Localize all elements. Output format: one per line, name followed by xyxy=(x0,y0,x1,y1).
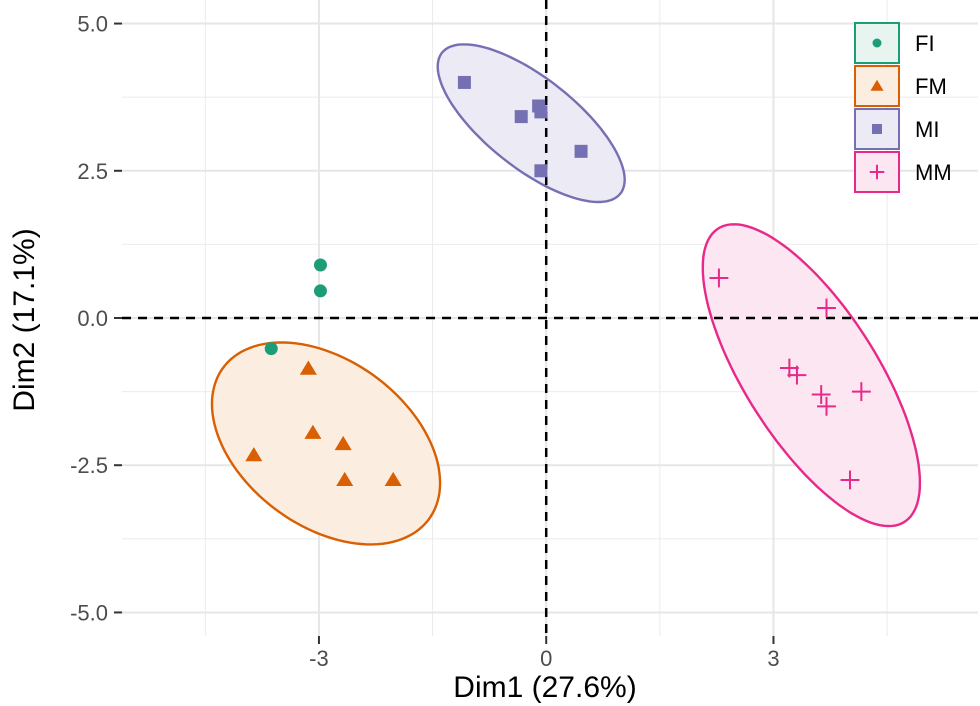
legend-marker-mm xyxy=(869,164,885,180)
point-mi xyxy=(514,110,528,124)
point-fm xyxy=(384,471,402,487)
x-tick-label: -3 xyxy=(309,646,329,671)
legend-marker-mi xyxy=(872,124,882,134)
y-tick-label: 5.0 xyxy=(77,12,108,37)
point-fm xyxy=(299,360,317,375)
legend-label-fi: FI xyxy=(915,31,935,56)
y-tick-label: 0.0 xyxy=(77,306,108,331)
point-mm xyxy=(840,470,860,490)
legend-label-mi: MI xyxy=(915,117,939,142)
point-mi xyxy=(534,164,548,178)
reference-lines xyxy=(122,0,978,636)
point-mm xyxy=(851,382,871,402)
x-axis-title: Dim1 (27.6%) xyxy=(453,671,636,704)
y-tick-label: 2.5 xyxy=(77,159,108,184)
y-tick-label: -5.0 xyxy=(70,600,108,625)
y-axis-title: Dim2 (17.1%) xyxy=(8,228,41,411)
x-tick-label: 0 xyxy=(540,646,552,671)
y-tick-label: -2.5 xyxy=(70,453,108,478)
point-fi xyxy=(264,342,278,356)
point-mm xyxy=(811,385,831,404)
point-mm xyxy=(709,268,729,288)
point-layer xyxy=(245,75,871,490)
point-fm xyxy=(334,435,352,451)
point-mi xyxy=(534,105,548,119)
legend-marker-fm xyxy=(870,79,884,91)
point-fi xyxy=(313,258,327,272)
point-mi xyxy=(457,75,471,89)
axis-layer: -3 0 3 -5.0 -2.5 0.0 2.5 5.0 xyxy=(70,12,780,671)
ellipse-mm xyxy=(701,223,922,528)
point-mm xyxy=(787,365,807,385)
ellipse-fm xyxy=(210,341,442,546)
point-fi xyxy=(313,284,327,298)
legend-marker-fi xyxy=(872,38,882,48)
point-mm xyxy=(817,298,836,318)
point-mm xyxy=(817,396,836,416)
legend-label-fm: FM xyxy=(915,74,947,99)
legend: FI FM MI MM xyxy=(854,22,952,193)
point-fm xyxy=(336,471,354,487)
point-fm xyxy=(304,424,322,439)
ellipse-mi xyxy=(436,43,626,204)
point-mi xyxy=(574,144,588,158)
legend-label-mm: MM xyxy=(915,160,952,185)
point-fm xyxy=(245,447,263,462)
x-tick-label: 3 xyxy=(767,646,779,671)
ellipse-layer xyxy=(210,43,922,546)
